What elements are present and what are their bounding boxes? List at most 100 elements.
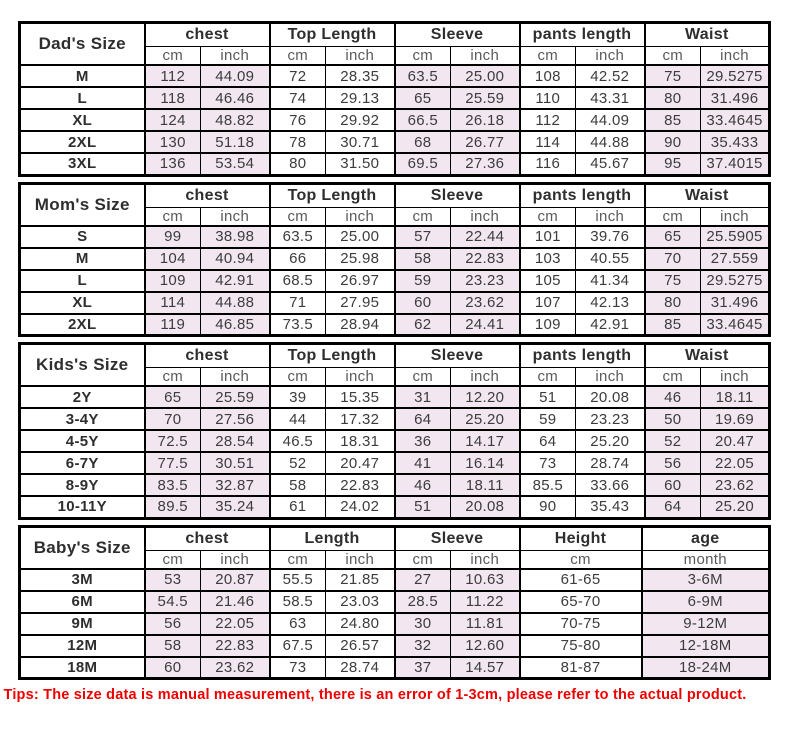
size-table-dads: Dad's Size chest Top Length Sleeve pants len… (18, 21, 772, 177)
cell-value: 28.74 (325, 655, 396, 680)
cell-value: 31.496 (700, 86, 771, 110)
column-group-header: pants length (518, 21, 646, 47)
unit-header: cm (268, 549, 327, 570)
cell-value: 20.47 (700, 429, 771, 453)
cell-value: 53.54 (199, 152, 271, 176)
cell-value: 58 (268, 473, 327, 497)
cell-value: 112 (143, 64, 201, 88)
cell-value: 33.4645 (700, 312, 771, 337)
cell-value: 23.23 (450, 268, 521, 293)
cell-value: 14.17 (450, 429, 521, 453)
cell-value: 83.5 (143, 473, 201, 497)
cell-value: 65 (393, 86, 452, 110)
table-row: 6-7Y 77.5 30.51 52 20.47 41 16.14 73 28.74 56 22.0… (18, 451, 771, 475)
tips-text: Tips: The size data is manual measuremen… (3, 687, 747, 703)
cell-value: 9-12M (640, 611, 771, 636)
cell-value: 58 (393, 246, 452, 271)
cell-value: 24.02 (325, 495, 396, 519)
cell-value: 26.77 (450, 130, 521, 154)
column-group-header: Top Length (268, 342, 396, 368)
size-chart: Dad's Size chest Top Length Sleeve pants len… (18, 21, 772, 680)
cell-value: 22.05 (199, 611, 271, 636)
unit-header: cm (518, 367, 577, 387)
table-row: S 99 38.98 63.5 25.00 57 22.44 101 39.76 65 25.590… (18, 224, 771, 249)
cell-value: 28.74 (575, 451, 646, 475)
cell-value: 23.03 (325, 589, 396, 614)
cell-value: 64 (643, 495, 702, 519)
cell-value: 60 (393, 290, 452, 315)
cell-value: 54.5 (143, 589, 201, 614)
cell-value: 72 (268, 64, 327, 88)
table-row: 2XL 130 51.18 78 30.71 68 26.77 114 44.88 90 35.43… (18, 130, 771, 154)
column-group-header: Waist (643, 21, 771, 47)
cell-value: 42.52 (575, 64, 646, 88)
cell-value: 27.56 (199, 407, 271, 431)
row-size-label: 18M (18, 655, 146, 680)
size-table-kids: Kids's Size chest Top Length Sleeve pants le… (18, 342, 772, 520)
cell-value: 109 (143, 268, 201, 293)
cell-value: 74 (268, 86, 327, 110)
cell-value: 33.4645 (700, 108, 771, 132)
cell-value: 80 (643, 86, 702, 110)
cell-value: 31.496 (700, 290, 771, 315)
cell-value: 46 (393, 473, 452, 497)
unit-header: cm (143, 367, 201, 387)
cell-value: 42.91 (199, 268, 271, 293)
cell-value: 51 (518, 385, 577, 409)
column-group-header: Top Length (268, 182, 396, 208)
unit-header: cm (143, 549, 201, 570)
unit-header: inch (199, 46, 271, 66)
cell-value: 41 (393, 451, 452, 475)
cell-value: 52 (643, 429, 702, 453)
unit-header: inch (450, 549, 521, 570)
cell-value: 60 (643, 473, 702, 497)
unit-header: cm (268, 206, 327, 227)
cell-value: 29.5275 (700, 64, 771, 88)
row-size-label: 3-4Y (18, 407, 146, 431)
cell-value: 25.00 (450, 64, 521, 88)
table-row: 18M 60 23.62 73 28.74 37 14.57 81-87 18-24M (18, 655, 771, 680)
row-size-label: 8-9Y (18, 473, 146, 497)
cell-value: 39.76 (575, 224, 646, 249)
column-group-header: chest (143, 182, 271, 208)
column-group-header: chest (143, 525, 271, 551)
cell-value: 116 (518, 152, 577, 176)
cell-value: 81-87 (518, 655, 643, 680)
cell-value: 12.60 (450, 633, 521, 658)
row-size-label: 10-11Y (18, 495, 146, 519)
section-title: Kids's Size (18, 342, 146, 387)
cell-value: 26.57 (325, 633, 396, 658)
cell-value: 40.94 (199, 246, 271, 271)
cell-value: 99 (143, 224, 201, 249)
unit-header-row: cm inch cm inch cm inch cm inch cm inch (20, 206, 771, 227)
cell-value: 66.5 (393, 108, 452, 132)
cell-value: 119 (143, 312, 201, 337)
cell-value: 114 (143, 290, 201, 315)
unit-header: inch (450, 367, 521, 387)
cell-value: 43.31 (575, 86, 646, 110)
cell-value: 28.54 (199, 429, 271, 453)
cell-value: 80 (268, 152, 327, 176)
group-header-row: Dad's Size chest Top Length Sleeve pants len… (18, 21, 771, 66)
row-size-label: 4-5Y (18, 429, 146, 453)
cell-value: 20.08 (450, 495, 521, 519)
cell-value: 27 (393, 567, 452, 592)
table-row: 12M 58 22.83 67.5 26.57 32 12.60 75-80 12-18M (18, 633, 771, 658)
cell-value: 21.85 (325, 567, 396, 592)
cell-value: 24.41 (450, 312, 521, 337)
cell-value: 64 (518, 429, 577, 453)
cell-value: 73 (518, 451, 577, 475)
row-size-label: 3XL (18, 152, 146, 176)
unit-header: inch (700, 206, 771, 227)
table-row: L 109 42.91 68.5 26.97 59 23.23 105 41.34 75 29.52… (18, 268, 771, 293)
cell-value: 35.43 (575, 495, 646, 519)
section-title: Dad's Size (18, 21, 146, 66)
cell-value: 103 (518, 246, 577, 271)
cell-value: 68.5 (268, 268, 327, 293)
cell-value: 44 (268, 407, 327, 431)
cell-value: 37 (393, 655, 452, 680)
cell-value: 67.5 (268, 633, 327, 658)
cell-value: 66 (268, 246, 327, 271)
unit-header-row: cm inch cm inch cm inch cm inch cm inch (20, 46, 771, 66)
group-header-row: Mom's Size chest Top Length Sleeve pants len… (18, 182, 771, 227)
